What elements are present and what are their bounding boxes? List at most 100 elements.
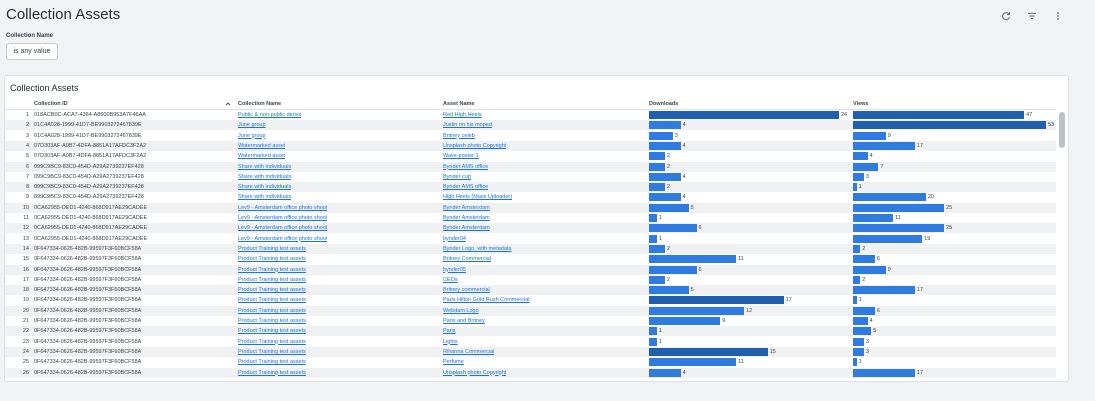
collection-name-link[interactable]: Watermarked asset [238, 153, 286, 160]
filter-icon[interactable] [1025, 9, 1039, 23]
more-vert-icon[interactable] [1051, 9, 1065, 23]
table-row[interactable]: 22 0F647334-0626-482B-99597F3F60BCF58A Pro… [5, 326, 1057, 337]
header-downloads[interactable]: Downloads [649, 101, 679, 107]
collection-name-link[interactable]: Product Training test assets [238, 338, 306, 345]
collection-name-link[interactable]: Product Training test assets [238, 328, 306, 335]
table-row[interactable]: 21 0F647334-0626-482B-99597F3F60BCF58A Pro… [5, 316, 1057, 326]
asset-name-link[interactable]: Bynder AMS office [443, 184, 489, 191]
collection-name-link[interactable]: Public & non-public derivs [238, 112, 302, 118]
collection-name-link[interactable]: Product Training test assets [238, 256, 306, 263]
asset-name-link[interactable]: Rihanna Commercial [443, 348, 495, 355]
collection-name-link[interactable]: Product Training test assets [238, 318, 306, 324]
asset-name-link[interactable]: Justin on his moped [443, 122, 492, 129]
table-row[interactable]: 18 0F647334-0626-482B-99597F3F60BCF58A Pro… [5, 285, 1057, 296]
table-row[interactable]: 20 0F647334-0626-482B-99597F3F60BCF58A Pro… [5, 305, 1057, 316]
asset-name-link[interactable]: Bynder Logo, with metadata [443, 245, 512, 252]
table-row[interactable]: 15 0F647334-0626-482B-99597F3F60BCF58A Pro… [5, 254, 1057, 265]
downloads-bar [649, 296, 784, 305]
table-row[interactable]: 10 0CA62955-DED1-4240-868D917AE29CADEE Lev… [5, 202, 1057, 213]
collection-name-link[interactable]: Share with individuals [238, 184, 292, 191]
asset-name-link[interactable]: bynder04 [443, 235, 466, 242]
asset-name-link[interactable]: Paris and Britney [443, 318, 485, 324]
header-collection-id[interactable]: Collection ID [34, 101, 68, 107]
views-value: 25 [946, 204, 953, 211]
table-row[interactable]: 23 0F647334-0626-482B-99597F3F60BCF58A Pro… [5, 336, 1057, 347]
collection-name-link[interactable]: Product Training test assets [238, 348, 306, 355]
filter-value-button[interactable]: is any value [6, 43, 58, 60]
downloads-value: 1 [658, 235, 662, 242]
collection-name-link[interactable]: Share with individuals [238, 194, 292, 201]
asset-name-link[interactable]: Bynder cup [443, 173, 471, 180]
collection-name-link[interactable]: Product Training test assets [238, 276, 306, 283]
header-collection-name[interactable]: Collection Name [238, 101, 282, 107]
collection-name-link[interactable]: June group [238, 132, 266, 139]
scrollbar-thumb[interactable] [1059, 112, 1065, 148]
collection-name-link[interactable]: Lev9 - Amsterdam office photo shoot [238, 225, 328, 232]
collection-name-link[interactable]: Product Training test assets [238, 287, 306, 294]
table-row[interactable]: 9 099C9BC9-83C0-454D-A29A2739237EF428 Shar… [5, 192, 1057, 203]
table-row[interactable]: 19 0F647334-0626-482B-99597F3F60BCF58A Pro… [5, 295, 1057, 306]
asset-name-link[interactable]: Paris [443, 328, 456, 335]
table-row[interactable]: 6 099C9BC9-83C0-454D-A29A2739237EF428 Shar… [5, 161, 1057, 172]
collection-name-link[interactable]: Lev9 - Amsterdam office photo shoot [238, 215, 328, 221]
asset-name-link[interactable]: Wave-poster-1 [443, 153, 479, 160]
asset-name-link[interactable]: Webdam Logo [443, 307, 479, 314]
table-row[interactable]: 25 0F647334-0626-482B-99597F3F60BCF58A Pro… [5, 357, 1057, 368]
table-row[interactable]: 24 0F647334-0626-482B-99597F3F60BCF58A Pro… [5, 346, 1057, 357]
collection-name-link[interactable]: Product Training test assets [238, 245, 306, 252]
views-value: 4 [869, 318, 873, 324]
table-row[interactable]: 4 07D303AF-A0B7-4DFA-8851A17AFDC3F2A2 Wate… [5, 140, 1057, 151]
table-row[interactable]: 12 0CA62955-DED1-4240-868D917AE29CADEE Lev… [5, 223, 1057, 234]
sort-asc-icon[interactable] [225, 101, 231, 109]
table-row[interactable]: 1 018ACB0C-ACA7-4364-A8600B953A7F46AA Publ… [5, 110, 1057, 120]
asset-name-link[interactable]: Bynder Amsterdam [443, 225, 490, 232]
collection-name-link[interactable]: June group [238, 122, 266, 129]
asset-name-link[interactable]: Paris Hilton Gold Rush Commercial [443, 297, 530, 304]
asset-name-link[interactable]: Unsplash photo Copyright [443, 369, 507, 376]
collection-name-link[interactable]: Lev9 - Amsterdam office photo shoot [238, 204, 328, 211]
asset-name-link[interactable]: High Heels (Mass Uploader) [443, 194, 513, 201]
table-row[interactable]: 13 0CA62955-DED1-4240-868D917AE29CADEE Lev… [5, 233, 1057, 244]
asset-name-link[interactable]: bynder05 [443, 266, 466, 273]
table-row[interactable]: 11 0CA62955-DED1-4240-868D917AE29CADEE Lev… [5, 213, 1057, 223]
asset-name-link[interactable]: Lights [443, 338, 458, 345]
downloads-bar [649, 214, 657, 222]
collection-name-link[interactable]: Watermarked asset [238, 142, 286, 149]
asset-name-link[interactable]: Britney Commercial [443, 256, 491, 263]
header-views[interactable]: Views [853, 101, 869, 107]
table-row[interactable]: 16 0F647334-0626-482B-99597F3F60BCF58A Pro… [5, 264, 1057, 275]
table-row[interactable]: 26 0F647334-0626-482B-99597F3F60BCF58A Pro… [5, 367, 1057, 378]
page-title: Collection Assets [6, 6, 121, 23]
refresh-icon[interactable] [999, 9, 1013, 23]
collection-name-link[interactable]: Product Training test assets [238, 359, 306, 366]
asset-name-link[interactable]: Bynder AMS office [443, 163, 489, 170]
table-row[interactable]: 2 01C4A028-1999-41D7-BE9903272467839E June… [5, 120, 1057, 131]
scrollbar-track[interactable] [1056, 109, 1068, 381]
collection-name-link[interactable]: Product Training test assets [238, 307, 306, 314]
collection-id-cell: 099C9BC9-83C0-454D-A29A2739237EF428 [34, 173, 144, 180]
asset-name-link[interactable]: Bynder Amsterdam [443, 215, 490, 221]
asset-name-link[interactable]: Perfume [443, 359, 464, 366]
collection-name-link[interactable]: Share with individuals [238, 173, 292, 180]
header-asset-name[interactable]: Asset Name [443, 101, 475, 107]
table-row[interactable]: 17 0F647334-0626-482B-99597F3F60BCF58A Pro… [5, 274, 1057, 285]
table-row[interactable]: 8 099C9BC9-83C0-454D-A29A2739237EF428 Shar… [5, 182, 1057, 193]
collection-name-link[interactable]: Share with individuals [238, 163, 292, 170]
asset-name-link[interactable]: Unsplash photo Copyright [443, 142, 507, 149]
table-row[interactable]: 7 099C9BC9-83C0-454D-A29A2739237EF428 Shar… [5, 171, 1057, 182]
collection-name-link[interactable]: Product Training test assets [238, 369, 306, 376]
table-row[interactable]: 3 01C4A028-1999-41D7-BE9903272467839E June… [5, 130, 1057, 141]
table-row[interactable]: 5 07D303AF-A0B7-4DFA-8851A17AFDC3F2A2 Wate… [5, 151, 1057, 162]
asset-name-link[interactable]: Red High Heels [443, 112, 482, 118]
asset-name-link[interactable]: Britney celeb [443, 132, 475, 139]
views-value: 11 [895, 215, 901, 221]
views-value: 1 [858, 359, 862, 366]
collection-name-link[interactable]: Product Training test assets [238, 297, 306, 304]
collection-name-link[interactable]: Lev9 - Amsterdam office photo shoot [238, 235, 328, 242]
asset-name-link[interactable]: CEOs [443, 276, 458, 283]
downloads-bar [649, 203, 689, 212]
asset-name-link[interactable]: Bynder Amsterdam [443, 204, 490, 211]
collection-name-link[interactable]: Product Training test assets [238, 266, 306, 273]
asset-name-link[interactable]: Britney commercial [443, 287, 490, 294]
table-row[interactable]: 14 0F647334-0626-482B-99597F3F60BCF58A Pro… [5, 243, 1057, 254]
